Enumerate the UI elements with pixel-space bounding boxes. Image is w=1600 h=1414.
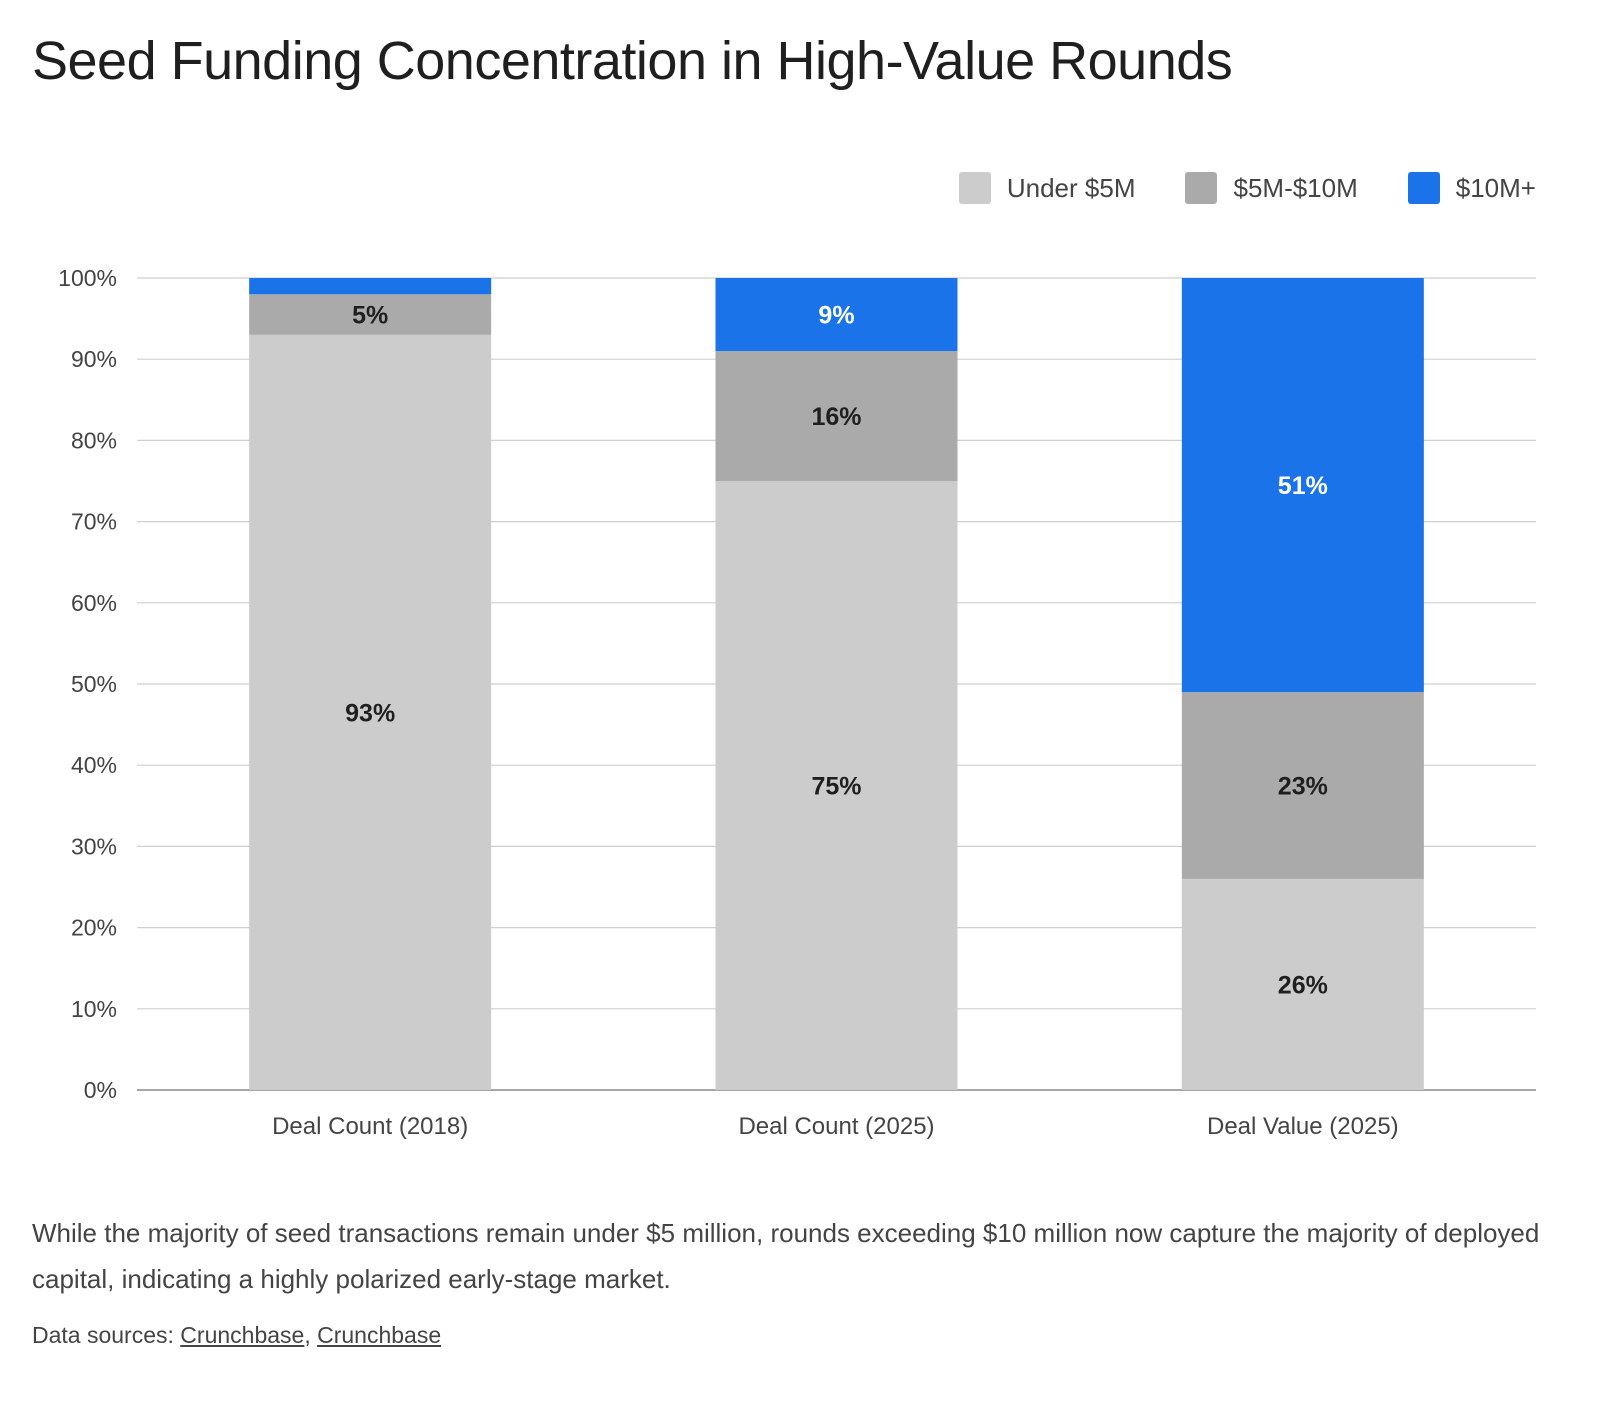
y-tick-label: 60% bbox=[71, 590, 117, 616]
legend-label-5m-10m: $5M-$10M bbox=[1233, 172, 1358, 203]
legend-item-10m-plus[interactable]: $10M+ bbox=[1407, 172, 1536, 204]
bar-segment bbox=[1181, 278, 1424, 693]
legend-swatch-5m-10m bbox=[1185, 172, 1218, 204]
data-label: 16% bbox=[811, 403, 861, 431]
y-tick-label: 50% bbox=[71, 671, 117, 697]
data-label: 26% bbox=[1278, 971, 1328, 999]
y-tick-label: 70% bbox=[71, 509, 117, 535]
y-tick-label: 100% bbox=[58, 265, 117, 291]
y-tick-label: 0% bbox=[84, 1077, 117, 1103]
bar-segment bbox=[715, 481, 958, 1090]
data-label: 51% bbox=[1278, 472, 1328, 500]
chart-legend: Under $5M $5M-$10M $10M+ bbox=[958, 172, 1536, 204]
x-tick-label: Deal Value (2025) bbox=[1207, 1113, 1399, 1140]
y-tick-label: 20% bbox=[71, 915, 117, 941]
y-tick-label: 80% bbox=[71, 427, 117, 453]
bar-segment bbox=[1181, 878, 1424, 1090]
bar-segment bbox=[715, 278, 958, 352]
legend-item-5m-10m[interactable]: $5M-$10M bbox=[1185, 172, 1358, 204]
legend-swatch-10m-plus bbox=[1407, 172, 1440, 204]
data-label: 75% bbox=[811, 773, 861, 801]
bar-segment bbox=[249, 334, 492, 1091]
legend-item-under-5m[interactable]: Under $5M bbox=[958, 172, 1136, 204]
bar-segment bbox=[249, 294, 492, 335]
x-tick-label: Deal Count (2025) bbox=[738, 1113, 934, 1140]
y-tick-label: 40% bbox=[71, 752, 117, 778]
bar-segment bbox=[715, 351, 958, 481]
sources-separator: , bbox=[304, 1322, 318, 1348]
data-label: 23% bbox=[1278, 773, 1328, 801]
bar-segment bbox=[1181, 692, 1424, 879]
chart-caption: While the majority of seed transactions … bbox=[32, 1218, 1540, 1294]
x-tick-label: Deal Count (2018) bbox=[272, 1113, 468, 1140]
data-label: 5% bbox=[352, 302, 388, 330]
legend-label-under-5m: Under $5M bbox=[1006, 172, 1136, 203]
chart-title: Seed Funding Concentration in High-Value… bbox=[32, 31, 1233, 91]
stacked-bar-chart: 0% 10% 20% 30% 40% 50% 60% 70% 80% 90% 100% 93% 5% De… bbox=[58, 265, 1536, 1140]
bar-segment bbox=[249, 278, 492, 295]
legend-swatch-under-5m bbox=[958, 172, 991, 204]
source-link-crunchbase-2[interactable]: Crunchbase bbox=[317, 1322, 442, 1348]
y-tick-label: 30% bbox=[71, 833, 117, 859]
source-link-crunchbase-1[interactable]: Crunchbase bbox=[180, 1322, 305, 1348]
data-label: 93% bbox=[345, 699, 395, 727]
y-tick-label: 10% bbox=[71, 996, 117, 1022]
data-sources: Data sources: Crunchbase, Crunchbase bbox=[32, 1322, 441, 1349]
legend-label-10m-plus: $10M+ bbox=[1455, 172, 1536, 203]
data-label: 9% bbox=[818, 302, 854, 330]
y-tick-label: 90% bbox=[71, 346, 117, 372]
sources-prefix: Data sources: bbox=[32, 1322, 181, 1348]
